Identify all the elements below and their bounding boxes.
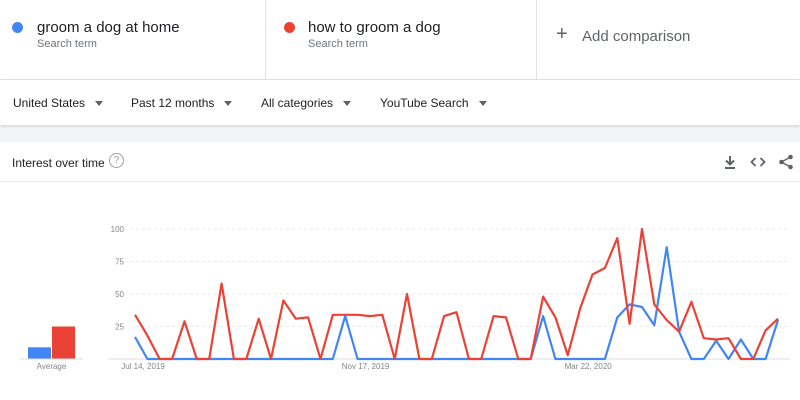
term-1-label[interactable]: groom a dog at home: [37, 19, 180, 36]
average-bars: Average: [20, 326, 83, 371]
chevron-down-icon: [343, 100, 352, 106]
y-tick-label: 50: [115, 290, 124, 299]
x-tick-label: Jul 14, 2019: [121, 362, 165, 371]
y-tick-label: 75: [115, 258, 124, 267]
y-tick-label: 100: [111, 225, 125, 234]
help-icon[interactable]: ?: [109, 153, 124, 168]
category-value: All categories: [261, 96, 334, 110]
category-dropdown[interactable]: All categories: [261, 96, 352, 110]
term-1-color-dot: [12, 22, 23, 33]
chart-gridlines: [108, 228, 790, 360]
search-terms-row: groom a dog at home Search term how to g…: [0, 0, 800, 80]
add-comparison-button[interactable]: + Add comparison: [537, 0, 800, 80]
add-comparison-label: Add comparison: [582, 28, 691, 45]
region-dropdown[interactable]: United States: [13, 96, 104, 110]
section-gap: [0, 128, 800, 142]
filter-bar: United States Past 12 months All categor…: [0, 80, 800, 126]
chart-series: [134, 227, 780, 361]
search-term-1[interactable]: groom a dog at home Search term: [0, 0, 266, 80]
term-2-label[interactable]: how to groom a dog: [308, 19, 441, 36]
interest-chart: Average 25 50 75 100 Jul 14, 2019 Nov 17, 201…: [20, 225, 790, 371]
search-type-dropdown[interactable]: YouTube Search: [380, 96, 487, 110]
average-bar: [28, 347, 51, 359]
x-tick-label: Mar 22, 2020: [565, 362, 613, 371]
embed-icon[interactable]: [749, 153, 767, 171]
chevron-down-icon: [478, 100, 487, 106]
term-2-sublabel: Search term: [308, 38, 368, 50]
series-line-2: [134, 227, 779, 361]
chevron-down-icon: [224, 100, 233, 106]
card-title: Interest over time: [12, 156, 105, 170]
chevron-down-icon: [95, 100, 104, 106]
chart-tick-labels: 25 50 75 100 Jul 14, 2019 Nov 17, 2019 Mar 22,…: [111, 225, 613, 371]
average-label: Average: [37, 362, 67, 371]
plus-icon: +: [556, 23, 568, 45]
time-range-dropdown[interactable]: Past 12 months: [131, 96, 233, 110]
download-icon[interactable]: [721, 153, 739, 171]
term-2-color-dot: [284, 22, 295, 33]
region-value: United States: [13, 96, 86, 110]
search-type-value: YouTube Search: [380, 96, 469, 110]
interest-over-time-card: Interest over time ? Average 25 50 75 100 Ju…: [0, 142, 800, 400]
search-term-2[interactable]: how to groom a dog Search term: [266, 0, 537, 80]
share-icon[interactable]: [777, 153, 795, 171]
x-tick-label: Nov 17, 2019: [342, 362, 390, 371]
average-bar: [52, 326, 75, 359]
time-range-value: Past 12 months: [131, 96, 215, 110]
card-header: Interest over time ?: [0, 142, 800, 182]
term-1-sublabel: Search term: [37, 38, 97, 50]
y-tick-label: 25: [115, 323, 124, 332]
